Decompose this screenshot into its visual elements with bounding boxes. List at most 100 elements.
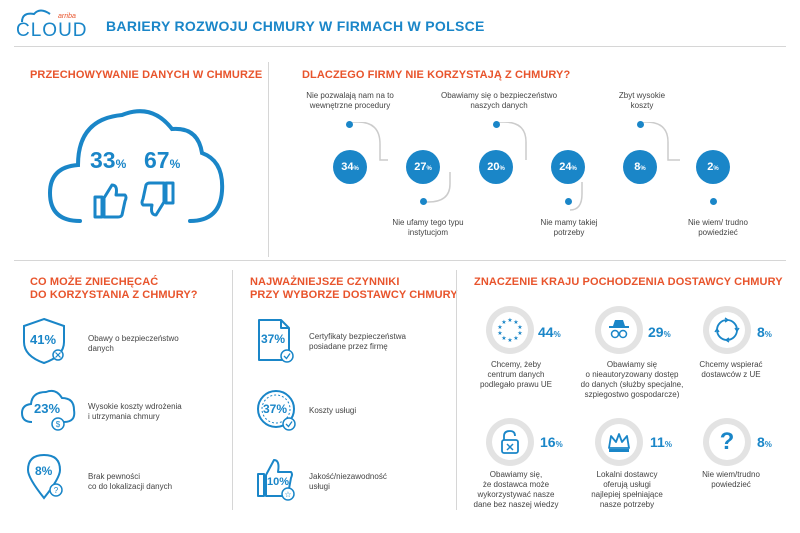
discourage-item-1: 41% Obawy o bezpieczeństwo danych	[20, 316, 240, 366]
svg-text:★: ★	[517, 330, 522, 337]
brand-small: arriba	[58, 13, 76, 20]
factors-value-1: 37%	[261, 332, 286, 346]
question-mark-icon: ?	[719, 428, 735, 455]
country-value-1: 44%	[538, 324, 561, 340]
why-label-6: Nie wiem/ trudno powiedzieć	[687, 218, 749, 237]
discourage-text-1: Obawy o bezpieczeństwo danych	[88, 334, 179, 353]
cloud-logo-icon	[21, 9, 51, 23]
country-text-1: Chcemy, żeby centrum danych podlegało praw…	[479, 360, 553, 389]
country-text-5: Lokalni dostawcy oferują usługi najlepiej …	[591, 470, 663, 509]
country-ring-2	[595, 306, 643, 354]
svg-text:★: ★	[497, 324, 502, 331]
why-circle-6: 2%	[696, 150, 730, 184]
discourage-item-2: $ 23% Wysokie koszty wdrożenia i utrzyman…	[20, 388, 240, 432]
svg-text:★: ★	[497, 330, 502, 337]
padlock-open-icon	[501, 430, 519, 454]
svg-text:★: ★	[517, 324, 522, 331]
factors-item-2: 37% Koszty usługi	[255, 388, 445, 434]
discourage-value-1: 41%	[30, 332, 57, 347]
discourage-value-3: 8%	[35, 464, 53, 478]
brand-name: CLOUD	[16, 20, 88, 41]
factors-text-1: Certyfikaty bezpieczeństwa posiadane prze…	[309, 332, 406, 351]
why-circle-1: 34%	[333, 150, 367, 184]
why-connector	[348, 122, 680, 211]
arrows-circle-icon	[714, 317, 740, 343]
crown-icon	[608, 433, 630, 452]
svg-text:☆: ☆	[284, 490, 291, 499]
why-label-2: Nie ufamy tego typu instytucjom	[392, 218, 464, 237]
country-ring-6: ?	[703, 418, 751, 466]
why-title: DLACZEGO FIRMY NIE KORZYSTAJĄ Z CHMURY?	[302, 69, 571, 81]
country-ring-5	[595, 418, 643, 466]
why-label-5: Zbyt wysokie koszty	[618, 91, 666, 110]
country-value-3: 8%	[757, 324, 772, 340]
svg-text:★: ★	[513, 335, 518, 342]
why-circle-2: 27%	[406, 150, 440, 184]
header-divider	[14, 46, 786, 47]
why-label-1: Nie pozwalają nam na to wewnętrzne proce…	[306, 91, 394, 110]
thumbs-down-icon	[140, 181, 175, 217]
svg-text:★: ★	[507, 337, 512, 344]
country-text-4: Obawiamy się, że dostawca może wykorzystyw…	[473, 470, 559, 509]
country-ring-1: ★ ★ ★ ★ ★ ★ ★ ★ ★ ★	[486, 306, 534, 354]
factors-text-3: Jakość/niezawodność usługi	[309, 472, 387, 491]
why-dot-6	[710, 198, 717, 205]
why-dot-5	[637, 121, 644, 128]
why-circle-4: 24%	[551, 150, 585, 184]
discourage-item-3: ? 8% Brak pewności co do lokalizacji dany…	[20, 452, 240, 502]
country-text-2: Obawiamy się o nieautoryzowany dostęp do d…	[580, 360, 684, 399]
discourage-title: CO MOŻE ZNIECHĘCAĆ DO KORZYSTANIA Z CHMUR…	[30, 276, 198, 301]
why-circle-5: 8%	[623, 150, 657, 184]
discourage-value-2: 23%	[34, 401, 61, 416]
country-value-6: 8%	[757, 434, 772, 450]
spy-icon	[609, 320, 629, 339]
page-title: BARIERY ROZWOJU CHMURY W FIRMACH W POLSC…	[106, 18, 485, 34]
discourage-text-3: Brak pewności co do lokalizacji danych	[88, 472, 173, 491]
storage-cloud: 33% 67%	[40, 95, 230, 235]
country-title: ZNACZENIE KRAJU POCHODZENIA DOSTAWCY CHM…	[474, 276, 783, 288]
why-label-4: Nie mamy takiej potrzeby	[540, 218, 598, 237]
why-dot-4	[565, 198, 572, 205]
factors-title: NAJWAŻNIEJSZE CZYNNIKI PRZY WYBORZE DOSTA…	[250, 276, 458, 301]
country-ring-4	[486, 418, 534, 466]
eu-stars-icon: ★ ★★★ ★★★★ ★★	[497, 317, 522, 344]
storage-no-pct: 67%	[144, 147, 181, 173]
top-vdivider	[268, 62, 269, 257]
factors-value-2: 37%	[263, 402, 288, 416]
why-dot-3	[493, 121, 500, 128]
storage-title: PRZECHOWYWANIE DANYCH W CHMURZE	[30, 69, 263, 81]
factors-item-1: 37% Certyfikaty bezpieczeństwa posiadane …	[255, 318, 445, 364]
thumbs-up-badge-icon: ☆	[257, 459, 295, 501]
country-value-2: 29%	[648, 324, 671, 340]
bottom-vdivider-1	[232, 270, 233, 510]
brand-logo: arriba CLOUD	[14, 8, 94, 41]
why-circle-3: 20%	[479, 150, 513, 184]
svg-text:★: ★	[501, 335, 506, 342]
storage-yes-pct: 33%	[90, 147, 127, 173]
why-dot-2	[420, 198, 427, 205]
country-value-5: 11%	[650, 434, 672, 450]
cloud-outline-icon	[47, 109, 225, 223]
svg-text:★: ★	[513, 319, 518, 326]
country-value-4: 16%	[540, 434, 563, 450]
coin-icon	[257, 390, 296, 431]
cloud-coin-icon: $	[20, 389, 76, 431]
factors-value-3: 10%	[267, 476, 290, 488]
factors-item-3: ☆ 10% Jakość/niezawodność usługi	[255, 456, 445, 502]
certificate-icon	[258, 319, 294, 363]
mid-hdivider	[14, 260, 786, 261]
country-ring-3	[703, 306, 751, 354]
country-text-6: Nie wiem/trudno powiedzieć	[702, 470, 760, 489]
svg-text:$: $	[56, 420, 61, 429]
country-text-3: Chcemy wspierać dostawców z UE	[699, 360, 763, 379]
bottom-vdivider-2	[456, 270, 457, 510]
svg-text:★: ★	[507, 317, 512, 324]
factors-text-2: Koszty usługi	[309, 406, 357, 415]
location-pin-icon: ?	[26, 453, 63, 500]
why-dot-1	[346, 121, 353, 128]
thumbs-up-icon	[93, 183, 128, 219]
discourage-text-2: Wysokie koszty wdrożenia i utrzymania chm…	[88, 402, 182, 421]
svg-text:?: ?	[54, 486, 59, 495]
why-label-3: Obawiamy się o bezpieczeństwo naszych da…	[440, 91, 558, 110]
svg-text:★: ★	[501, 319, 506, 326]
